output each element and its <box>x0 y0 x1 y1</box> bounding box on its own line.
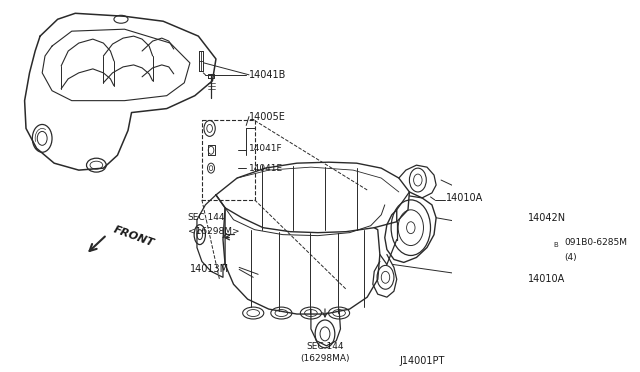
Text: 14042N: 14042N <box>527 213 566 223</box>
Text: FRONT: FRONT <box>113 225 156 248</box>
Text: 14010A: 14010A <box>446 193 483 203</box>
Text: SEC.144: SEC.144 <box>306 342 344 351</box>
Text: 14013M: 14013M <box>190 264 229 275</box>
Text: J14001PT: J14001PT <box>399 356 445 366</box>
Text: 14005E: 14005E <box>249 112 286 122</box>
Text: 091B0-6285M: 091B0-6285M <box>564 238 627 247</box>
Text: B: B <box>554 241 558 247</box>
Text: 14041B: 14041B <box>249 70 286 80</box>
Text: (4): (4) <box>564 253 577 262</box>
Text: (16298MA): (16298MA) <box>300 354 349 363</box>
Text: 14010A: 14010A <box>527 274 565 284</box>
Text: <16298M>: <16298M> <box>188 227 239 236</box>
Text: 14041E: 14041E <box>249 164 283 173</box>
Text: SEC.144: SEC.144 <box>188 213 225 222</box>
Text: 14041F: 14041F <box>249 144 283 153</box>
